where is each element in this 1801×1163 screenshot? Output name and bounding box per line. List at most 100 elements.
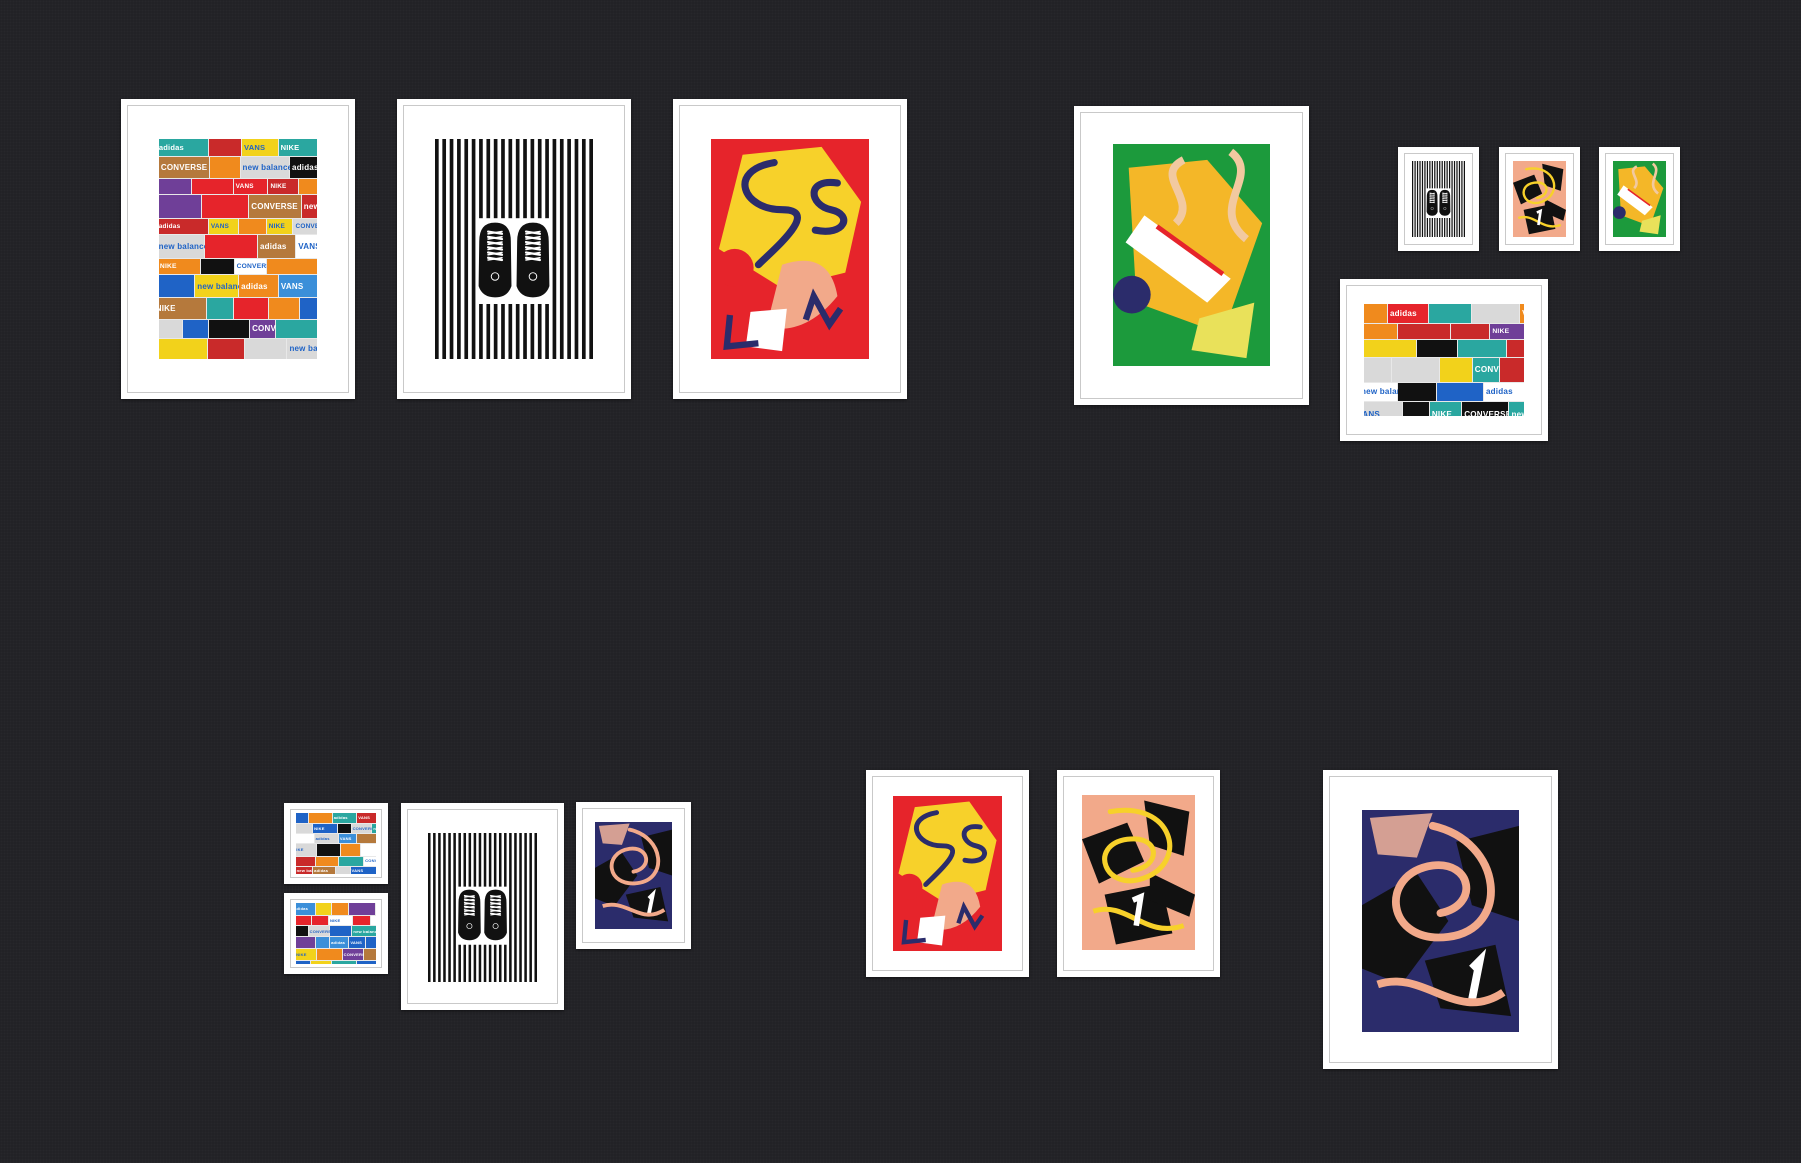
brand-label: NIKE (159, 303, 176, 313)
shoe-box (183, 319, 209, 338)
abstract-illustration (893, 796, 1002, 951)
brand-label: NIKE (280, 143, 300, 153)
brand-label: NIKE (1492, 327, 1510, 335)
shoe-box: CONVERSE (234, 259, 276, 275)
shoe-box: CONVERSE (249, 194, 301, 219)
shoe-box (332, 903, 348, 915)
shoe-box (296, 824, 313, 834)
brand-label: VANS (298, 241, 317, 251)
frame-small-navy-abstract[interactable] (576, 802, 691, 949)
stripes-illustration (428, 833, 537, 982)
shoe-box (207, 298, 234, 319)
shoe-box (315, 856, 339, 866)
brand-label: NIKE (296, 951, 307, 957)
shoe-box (337, 824, 351, 834)
stripes-illustration (435, 139, 593, 359)
brand-label: NIKE (296, 847, 304, 853)
frame-large-navy-abstract[interactable] (1323, 770, 1558, 1069)
shoe-box (300, 298, 317, 319)
artwork-small-navy-abstract (595, 822, 672, 929)
shoe-box: new balance (296, 961, 311, 964)
brand-label: VANS (280, 281, 304, 291)
shoe-box: adidas (296, 903, 315, 915)
frame-red-abstract[interactable] (673, 99, 907, 399)
shoe-box (357, 834, 376, 844)
frame-medium-red-abstract[interactable] (866, 770, 1029, 977)
frame-medium-peach-abstract[interactable] (1057, 770, 1220, 977)
brand-label: VANS (1522, 309, 1524, 318)
abstract-illustration (1082, 795, 1195, 950)
shoe-box (348, 903, 375, 915)
artwork-small-yellow-abstract (1513, 161, 1566, 237)
shoe-box (1392, 357, 1440, 382)
shoe-box (276, 319, 317, 338)
shoe-box: new balance (372, 824, 376, 834)
shoe-box (296, 856, 315, 866)
shoe-box: CONVERSE (1462, 402, 1511, 416)
shoe-box (365, 937, 376, 948)
shoe-box: adidas (290, 156, 317, 179)
shoe-box: NIKE (159, 298, 207, 319)
shoe-box: new balance (352, 925, 376, 937)
shoe-box (352, 915, 370, 925)
shoe-box (339, 856, 364, 866)
brand-label: CONVERSE (251, 201, 298, 211)
shoe-box: CONVERSE (250, 319, 298, 338)
shoe-box: VANS (278, 275, 317, 298)
shoe-box (1440, 357, 1472, 382)
shoe-box (316, 948, 342, 961)
brand-label: CONVERSE (1474, 365, 1522, 375)
shoe-box (360, 844, 376, 856)
shoe-box: VANS (350, 866, 376, 874)
shoe-box (201, 194, 249, 219)
shoe-box (296, 834, 314, 844)
brand-label: CONVERSE (352, 826, 376, 831)
brand-label: adidas (315, 836, 330, 841)
shoe-box: NIKE (328, 915, 352, 925)
shoe-box (296, 925, 308, 937)
brand-label: VANS (358, 815, 371, 821)
brand-label: new balance (373, 826, 376, 831)
brand-label: adidas (314, 868, 329, 874)
shoe-box: NIKE (278, 139, 317, 156)
shoe-box: CONVERSE (1472, 357, 1522, 382)
shoe-box: NIKE (1490, 324, 1524, 340)
frame-small-yellow-abstract[interactable] (1499, 147, 1580, 251)
shoe-box (311, 961, 332, 964)
shoe-box (159, 194, 201, 219)
frame-small-green-abstract[interactable] (1599, 147, 1680, 251)
frame-medium-stripes[interactable] (401, 803, 564, 1010)
brand-label: VANS (235, 182, 254, 190)
shoe-box: adidas (1387, 304, 1428, 324)
brand-label: VANS (210, 222, 230, 230)
brand-label: new balance (289, 344, 317, 354)
frame-small-stripes[interactable] (1398, 147, 1479, 251)
brand-label: new balance (353, 928, 376, 934)
frame-green-abstract[interactable] (1074, 106, 1309, 405)
shoe-box (1397, 382, 1436, 402)
brand-label: new balance (296, 868, 323, 874)
shoe-box (200, 259, 234, 275)
brand-label: NIKE (314, 826, 325, 831)
shoe-box (1364, 357, 1392, 382)
shoe-box (269, 298, 300, 319)
shoe-box: adidas (332, 813, 357, 824)
frame-sneaker-boxes[interactable]: adidas VANS NIKE CONVERSE new balance adidas V… (121, 99, 355, 399)
shoe-box (1402, 402, 1429, 416)
shoe-box (330, 925, 352, 937)
brand-label: new balance (197, 281, 248, 291)
shoe-box (1436, 382, 1483, 402)
shoe-box: CONVERSE (342, 948, 368, 961)
shoe-box: VANS (357, 813, 376, 824)
shoe-box (191, 179, 233, 194)
shoe-box (1364, 304, 1387, 324)
shoe-box: new balance (296, 866, 323, 874)
brand-label: NIKE (159, 262, 177, 270)
brand-label: adidas (331, 940, 346, 946)
frame-sneaker-stripes[interactable] (397, 99, 631, 399)
